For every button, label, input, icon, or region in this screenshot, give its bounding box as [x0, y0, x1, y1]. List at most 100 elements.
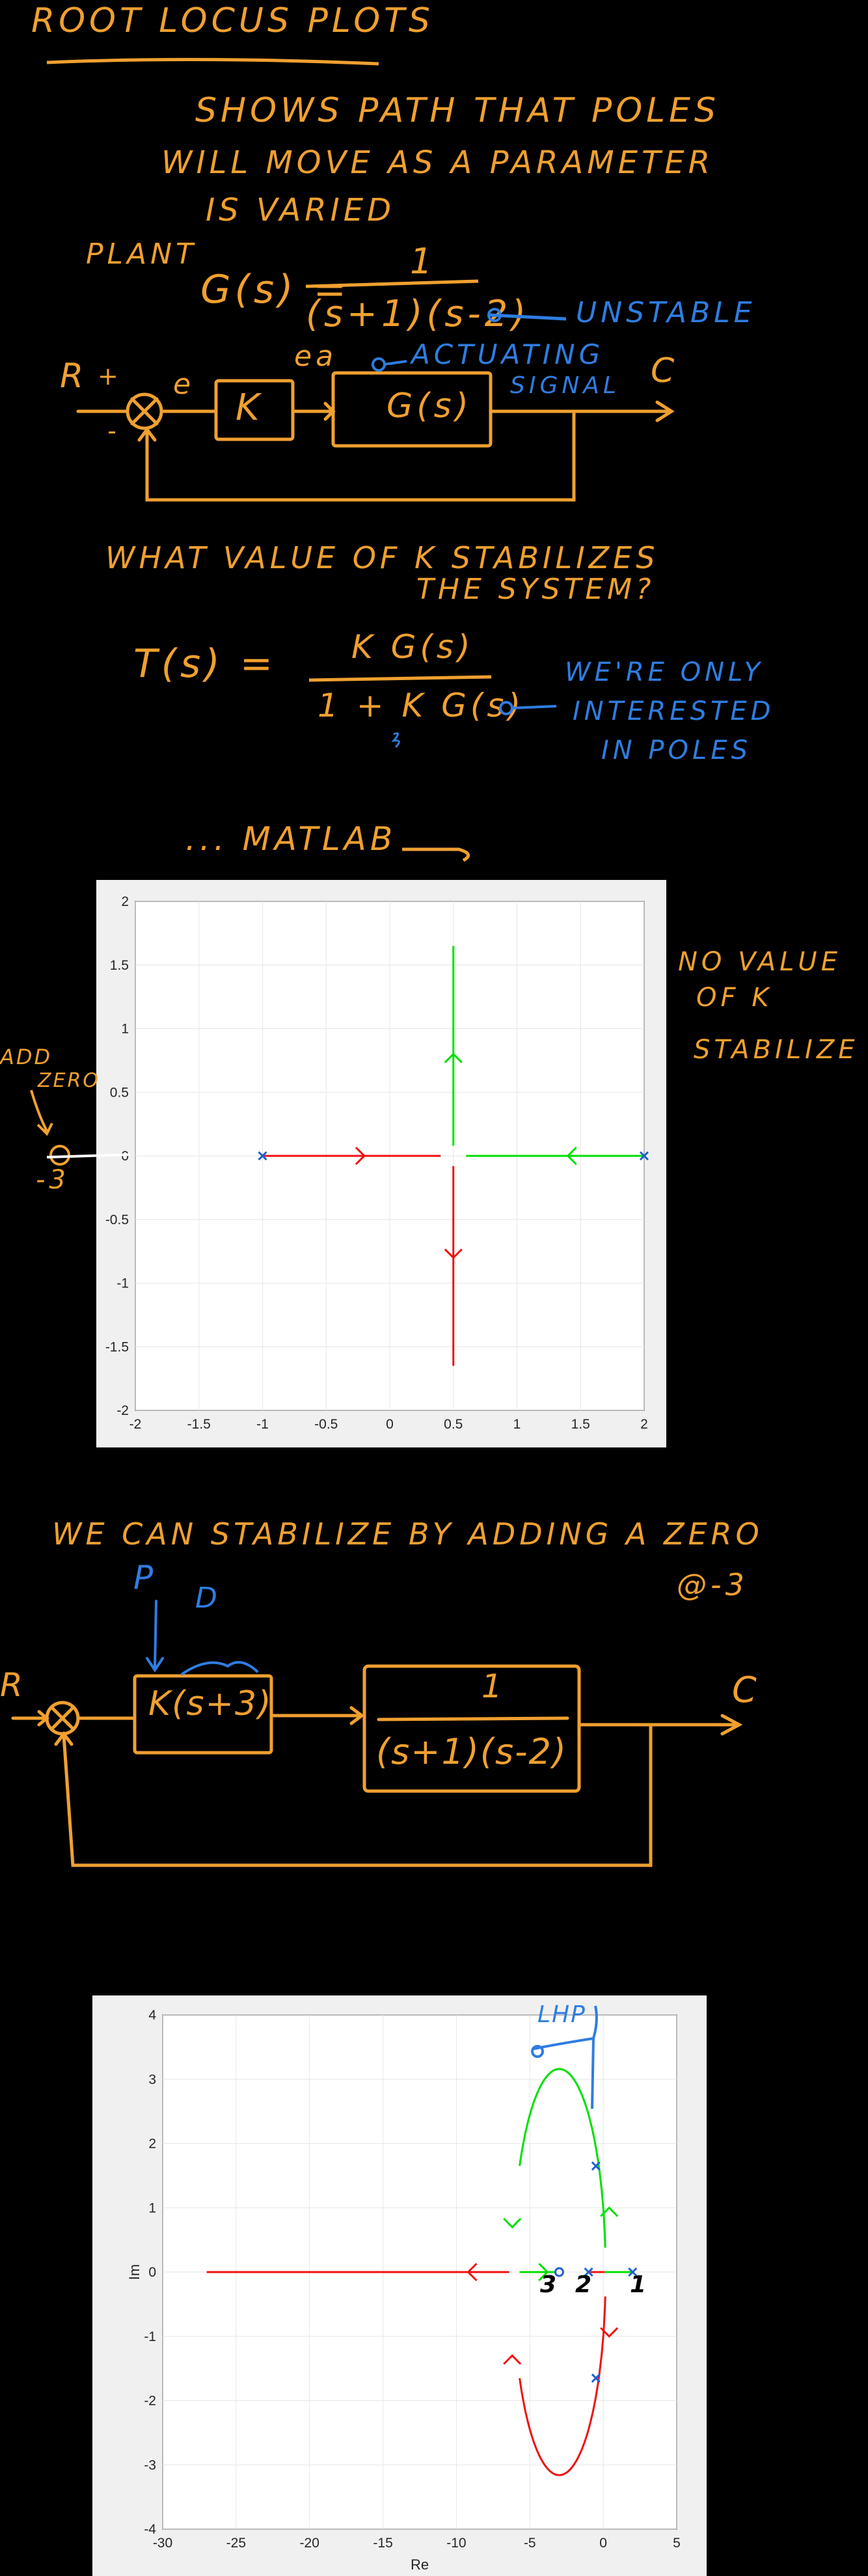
intro-line-2: WILL MOVE AS A PARAMETER	[161, 144, 714, 181]
plant-fraction-ink	[305, 279, 567, 322]
y-tick-label: 1	[148, 2200, 156, 2215]
zero-marker	[554, 2267, 564, 2277]
plant-lhs: G(s) =	[200, 267, 350, 312]
y-tick-label: 1.5	[110, 958, 129, 973]
add-zero-line-2: ZERO	[38, 1069, 100, 1092]
y-tick-label: -2	[116, 1403, 129, 1418]
annotation-3: 3	[540, 2271, 561, 2298]
x-tick-label: 0	[599, 2536, 607, 2551]
block-diagram-1	[76, 357, 675, 502]
lhp-label: LHP	[537, 2001, 586, 2028]
plant-numerator: 1	[410, 241, 437, 282]
intro-line-3: IS VARIED	[206, 192, 396, 228]
x-tick-label: -0.5	[314, 1417, 338, 1432]
side-note-line-3: STABILIZE	[694, 1035, 859, 1065]
question-line-1: WHAT VALUE OF K STABILIZES	[105, 540, 659, 575]
pole-marker-2	[591, 2161, 601, 2171]
y-tick-label: 0	[148, 2265, 156, 2280]
page-title: ROOT LOCUS PLOTS	[31, 1, 434, 40]
y-tick-label: 2	[148, 2137, 156, 2152]
red-arrow-down	[600, 2327, 619, 2338]
poles-note-line-3: IN POLES	[601, 735, 752, 765]
red-arrow-up	[503, 2354, 522, 2365]
red-arrow-down	[444, 1248, 463, 1259]
x-tick-label: 5	[673, 2536, 681, 2551]
x-tick-label: -10	[446, 2536, 466, 2551]
add-zero-ink	[30, 1089, 131, 1166]
closed-loop-denominator: 1 + K G(s)	[318, 687, 524, 724]
plant-unstable-note: UNSTABLE	[576, 296, 756, 329]
diagram2-plant-den: (s+1)(s-2)	[376, 1731, 567, 1772]
pole-marker-0	[258, 1151, 267, 1161]
diagram1-r: R	[60, 357, 88, 396]
green-arrow-right	[538, 2262, 549, 2282]
x-tick-label: -30	[153, 2536, 172, 2551]
closed-loop-numerator: K G(s)	[351, 628, 474, 666]
pole-marker-0	[584, 2267, 593, 2277]
x-tick-label: 0.5	[444, 1417, 463, 1432]
y-tick-label: 3	[148, 2072, 156, 2087]
diagram2-p: P	[133, 1559, 157, 1596]
x-tick-label: -1	[256, 1417, 269, 1432]
y-tick-label: 2	[121, 894, 129, 909]
annotation-1: 1	[630, 2271, 651, 2298]
y-tick-label: 0	[121, 1149, 129, 1164]
green-arrow-up	[600, 2206, 619, 2217]
diagram2-c: C	[732, 1669, 761, 1710]
x-tick-label: 1	[513, 1417, 521, 1432]
side-note-line-1: NO VALUE	[678, 947, 841, 977]
matlab-arrow	[402, 847, 470, 862]
y-tick-label: 1	[121, 1022, 129, 1037]
add-zero-line-1: ADD	[0, 1045, 53, 1069]
pole-marker-1	[628, 2267, 638, 2277]
diagram2-controller: K(s+3)	[148, 1684, 273, 1723]
y-tick-label: -2	[144, 2394, 156, 2409]
green-arrow-down	[503, 2217, 522, 2228]
closed-loop-ink	[308, 675, 557, 748]
diagram2-r: R	[0, 1666, 27, 1704]
poles-note-line-1: WE'RE ONLY	[565, 657, 764, 687]
x-tick-label: 2	[640, 1417, 648, 1432]
matlab-label: ... MATLAB	[185, 820, 397, 858]
green-arrow-real	[566, 1146, 577, 1166]
pole-marker-3	[591, 2373, 601, 2383]
actuating-signal-line-2: SIGNAL	[510, 372, 620, 399]
diagram1-ea: ea	[294, 340, 338, 373]
x-tick-label: -20	[300, 2536, 319, 2551]
plot2-ylabel: Im	[126, 2264, 142, 2280]
diagram1-minus: -	[107, 417, 120, 445]
x-tick-label: 1.5	[571, 1417, 590, 1432]
plot1-canvas: -2 -1.5 -1 -0.5 0 0.5 1 1.5 2 -2 -1.5 -1 -0.5 0 0.5 1 1.…	[105, 894, 649, 1432]
closed-loop-lhs: T(s) =	[133, 641, 277, 687]
diagram1-k: K	[236, 387, 264, 429]
stabilize-where: @-3	[677, 1567, 748, 1602]
red-arrow-left	[467, 2262, 478, 2282]
plot2-xlabel: Re	[411, 2556, 429, 2573]
actuating-signal-line-1: ACTUATING	[411, 338, 604, 370]
x-tick-label: -1.5	[187, 1417, 211, 1432]
y-tick-label: -4	[144, 2522, 156, 2537]
y-tick-label: -3	[144, 2458, 156, 2473]
block-diagram-2	[11, 1600, 743, 1867]
annotation-2: 2	[575, 2271, 596, 2298]
x-tick-label: 0	[386, 1417, 394, 1432]
diagram2-plant-num: 1	[481, 1667, 506, 1705]
y-tick-label: 4	[148, 2008, 156, 2023]
x-tick-label: -25	[226, 2536, 246, 2551]
y-tick-label: -1	[116, 1276, 129, 1291]
diagram1-plus: +	[98, 362, 122, 391]
green-arrow-up	[444, 1052, 463, 1063]
side-note-line-2: OF K	[696, 983, 773, 1013]
diagram2-d: D	[195, 1582, 221, 1615]
x-tick-label: -5	[524, 2536, 536, 2551]
root-locus-plot-2: -30 -25 -20 -15 -10 -5 0 5 -4 -3 -2 -1 0 1 2 3 4 Re Im	[92, 1995, 707, 2576]
red-arrow-real	[355, 1146, 366, 1166]
pole-marker-1	[639, 1151, 649, 1161]
x-tick-label: -2	[129, 1417, 142, 1432]
add-zero-value: -3	[36, 1165, 70, 1195]
y-tick-label: -1	[144, 2329, 156, 2344]
y-tick-label: -0.5	[105, 1213, 129, 1227]
poles-note-line-2: INTERESTED	[573, 696, 775, 726]
stabilize-line: WE CAN STABILIZE BY ADDING A ZERO	[52, 1516, 763, 1552]
